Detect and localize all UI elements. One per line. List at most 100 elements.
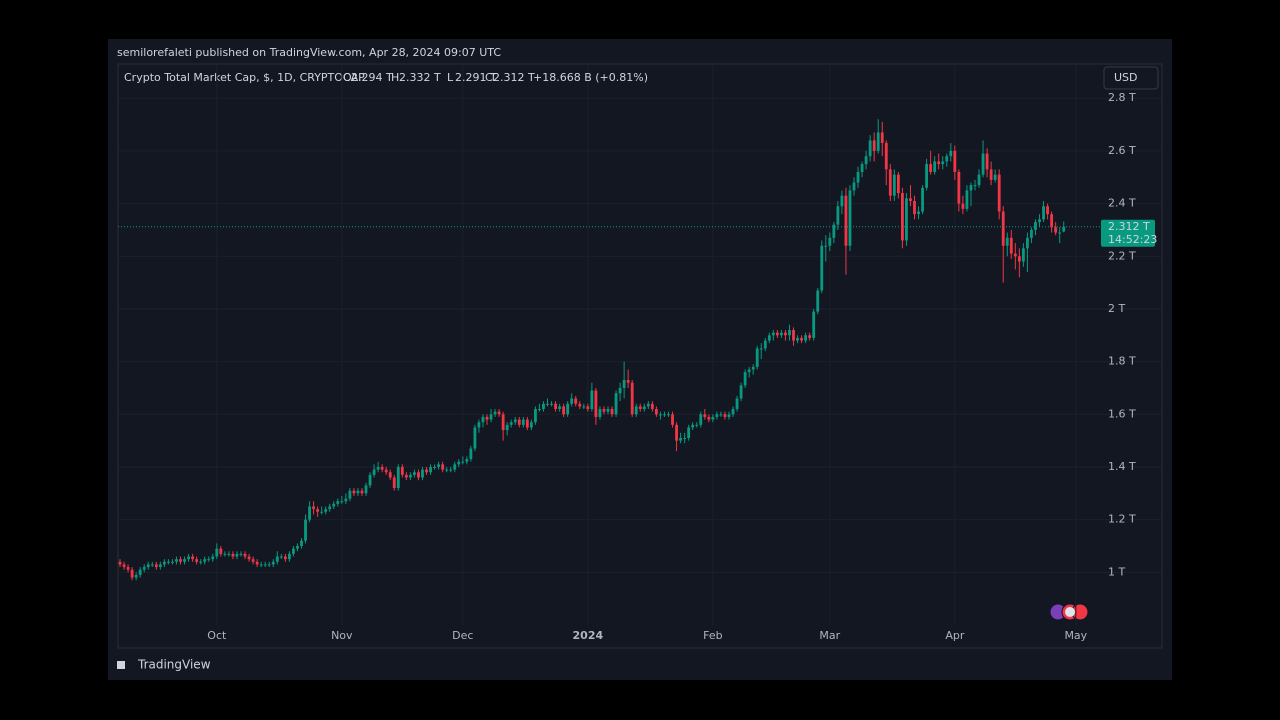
currency[interactable]: USD	[1114, 71, 1138, 84]
candle-body	[167, 561, 170, 563]
footer-logo: TradingView	[137, 658, 211, 672]
candle-body	[880, 132, 884, 144]
candle-body	[796, 337, 799, 341]
candle-body	[868, 140, 872, 157]
candle-body	[896, 174, 900, 194]
candle-body	[154, 564, 158, 568]
candle-body	[562, 406, 566, 415]
candle-body	[275, 556, 279, 562]
legend-key: C	[485, 71, 493, 84]
candle-body	[699, 414, 703, 425]
candle-body	[852, 182, 856, 191]
legend-value: 2.294 T	[351, 71, 393, 84]
candle-body	[905, 198, 908, 241]
candle-body	[239, 553, 243, 555]
candle-body	[457, 461, 461, 465]
price-tag	[1101, 219, 1155, 247]
candle-body	[485, 416, 489, 420]
candle-body	[207, 559, 211, 561]
candle-body	[477, 422, 481, 428]
candle-body	[985, 153, 989, 170]
candle-body	[142, 567, 146, 570]
candle-body	[538, 409, 541, 411]
candle-body	[215, 548, 219, 557]
candle-body	[558, 406, 562, 410]
candle-body	[550, 403, 553, 405]
candle-body	[126, 567, 130, 570]
candle-body	[501, 414, 505, 431]
candle-body	[413, 472, 416, 475]
candle-body	[300, 540, 303, 546]
candle-body	[292, 548, 295, 554]
candle-body	[211, 556, 215, 560]
candle-body	[344, 498, 348, 502]
candle-body	[727, 414, 731, 417]
candle-body	[445, 469, 449, 471]
candle-body	[900, 193, 904, 241]
candle-body	[731, 409, 735, 415]
candle-body	[158, 564, 162, 568]
candle-body	[340, 501, 344, 503]
legend-key: L	[447, 71, 454, 84]
candle-body	[675, 424, 678, 441]
candle-body	[590, 390, 594, 410]
candle-body	[263, 564, 267, 566]
candle-body	[425, 469, 428, 473]
candle-body	[312, 506, 316, 510]
y-tick-label: 1.8 T	[1108, 355, 1136, 368]
candle-body	[328, 506, 332, 510]
candle-body	[179, 559, 182, 562]
candle-body	[606, 409, 610, 412]
candle-body	[461, 461, 465, 463]
candle-body	[989, 169, 993, 180]
candle-body	[892, 174, 896, 196]
candle-body	[533, 409, 537, 423]
candle-body	[650, 403, 654, 410]
legend-value: 2.291 T	[455, 71, 497, 84]
candle-body	[993, 174, 997, 180]
candle-body	[780, 332, 783, 336]
candle-body	[570, 398, 574, 404]
currency-button[interactable]	[1103, 66, 1159, 90]
candle-body	[622, 380, 626, 388]
candle-body	[917, 211, 920, 215]
candle-body	[957, 171, 961, 204]
candle-body	[707, 416, 711, 420]
candle-body	[287, 553, 291, 560]
candle-body	[759, 348, 763, 350]
candle-body	[929, 164, 933, 172]
candle-body	[856, 171, 860, 183]
candle-body	[642, 406, 646, 410]
plot-border	[117, 63, 1163, 649]
candle-body	[816, 290, 820, 312]
candle-body	[804, 335, 808, 341]
candle-body	[840, 195, 844, 207]
candle-body	[267, 564, 271, 566]
legend-key: H	[391, 71, 399, 84]
candle-body	[876, 132, 880, 151]
candle-body	[884, 143, 888, 170]
candle-body	[421, 469, 424, 478]
candle-body	[602, 409, 606, 412]
x-tick-label: Oct	[207, 629, 227, 642]
legend-value: 2.332 T	[399, 71, 441, 84]
candle-body	[227, 553, 231, 555]
candle-body	[945, 156, 949, 162]
candle-body	[610, 409, 614, 415]
candle-body	[695, 424, 699, 426]
candle-body	[235, 553, 239, 557]
candle-body	[788, 330, 791, 336]
candle-body	[400, 466, 404, 475]
candle-body	[231, 553, 235, 557]
candle-body	[542, 403, 545, 410]
candle-body	[618, 387, 622, 394]
y-tick-label: 1.2 T	[1108, 513, 1136, 526]
candle-body	[1026, 237, 1029, 249]
candle-body	[183, 559, 186, 562]
candle-body	[219, 548, 223, 554]
candle-body	[775, 332, 779, 336]
candle-body	[1034, 222, 1037, 230]
candle-body	[404, 474, 408, 478]
candle-body	[671, 414, 674, 425]
